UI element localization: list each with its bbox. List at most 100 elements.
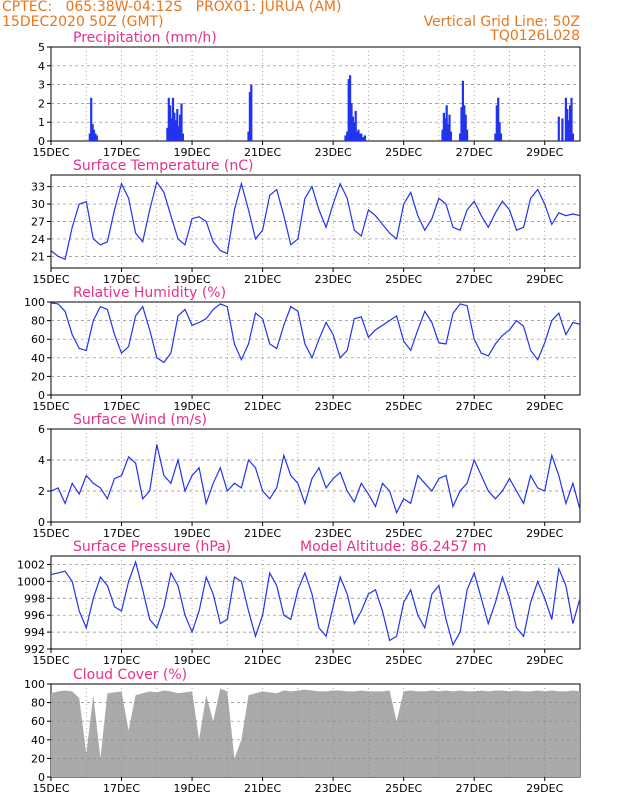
surface-pressure-xtick-label: 25DEC: [385, 654, 422, 667]
surface-wind-xtick-label: 23DEC: [315, 527, 352, 540]
precipitation-bar: [569, 105, 572, 141]
precipitation-bar: [445, 105, 448, 141]
surface-wind-frame: [50, 428, 581, 523]
surface-pressure-xtick-label: 15DEC: [32, 654, 69, 667]
relative-humidity-ytick-label: 100: [24, 296, 45, 309]
precipitation-bar: [362, 137, 365, 141]
cloud-cover-ytick-label: 80: [31, 697, 45, 710]
precipitation-title: Precipitation (mm/h): [73, 30, 217, 46]
cloud-cover-xtick-label: 25DEC: [385, 782, 422, 795]
surface-pressure-line: [50, 559, 581, 647]
surface-wind-xtick-label: 27DEC: [456, 527, 493, 540]
surface-wind-xtick-label: 25DEC: [385, 527, 422, 540]
precipitation-bar: [460, 107, 463, 141]
relative-humidity-xtick-label: 17DEC: [103, 400, 140, 413]
precipitation-bar: [179, 114, 182, 141]
relative-humidity-xtick-label: 19DEC: [174, 400, 211, 413]
cloud-cover-xtick-label: 23DEC: [315, 782, 352, 795]
header-date: 15DEC2020 50Z (GMT): [2, 14, 164, 30]
cloud-cover-ytick-label: 0: [38, 771, 45, 784]
cloud-cover-title: Cloud Cover (%): [73, 667, 187, 683]
relative-humidity-ytick-label: 20: [31, 370, 45, 383]
precipitation-bar: [90, 97, 93, 141]
precipitation-xtick-label: 21DEC: [244, 146, 281, 159]
precipitation-bar: [169, 105, 172, 141]
precipitation-bar: [463, 105, 466, 141]
precipitation-bar: [174, 120, 177, 141]
precipitation-bar: [494, 133, 497, 141]
surface-pressure-xtick-label: 29DEC: [526, 654, 563, 667]
precipitation-bar: [353, 122, 356, 141]
precipitation-bar: [346, 131, 349, 141]
precipitation-ytick-label: 1: [38, 116, 45, 129]
precipitation-bar: [91, 124, 94, 141]
surface-wind-title: Surface Wind (m/s): [73, 412, 207, 428]
surface-wind-panel: 0 2 4 6 15DEC 17DEC 19DEC 21DEC 23DEC 25DEC 27DEC 2…: [32, 412, 581, 540]
precipitation-bar: [464, 114, 467, 141]
precipitation-bar: [461, 80, 464, 141]
precipitation-bar: [347, 79, 350, 141]
relative-humidity-title: Relative Humidity (%): [73, 285, 226, 301]
precipitation-bar: [94, 133, 97, 141]
cloud-cover-xtick-label: 21DEC: [244, 782, 281, 795]
precipitation-bar: [358, 133, 361, 141]
precipitation-bar: [247, 131, 250, 141]
relative-humidity-ytick-label: 40: [31, 352, 45, 365]
precipitation-bar: [180, 103, 183, 141]
surface-temperature-xtick-label: 29DEC: [526, 273, 563, 286]
precipitation-bar: [171, 97, 175, 141]
precipitation-bar: [561, 118, 564, 141]
precipitation-panel: 0 1 2 3 4 5 15DEC 17DEC 19DEC 21DEC 23DEC 25DEC 27DE…: [32, 30, 581, 159]
precipitation-bar: [354, 110, 357, 141]
surface-pressure-xtick-label: 21DEC: [244, 654, 281, 667]
surface-pressure-xtick-label: 27DEC: [456, 654, 493, 667]
precipitation-bar: [566, 109, 569, 141]
precipitation-bar: [498, 122, 501, 141]
precipitation-bar: [447, 124, 450, 141]
surface-temperature-xtick-label: 27DEC: [456, 273, 493, 286]
precipitation-bar: [497, 97, 500, 141]
precipitation-xtick-label: 27DEC: [456, 146, 493, 159]
surface-wind-xtick-label: 29DEC: [526, 527, 563, 540]
precipitation-bar: [349, 75, 352, 141]
precipitation-ytick-label: 2: [38, 97, 45, 110]
precipitation-bar: [167, 97, 170, 141]
precipitation-bar: [95, 135, 98, 141]
surface-pressure-ytick-label: 998: [24, 592, 45, 605]
cloud-cover-ytick-label: 100: [24, 678, 45, 691]
header-run-id: TQ0126L028: [490, 28, 580, 44]
surface-temperature-ytick-label: 24: [31, 233, 45, 246]
surface-pressure-panel: 992 994 996 998 1000 1002 15DEC 17DEC 19DEC 21DEC…: [17, 539, 581, 667]
precipitation-bar: [166, 127, 169, 141]
surface-wind-ytick-label: 2: [38, 485, 45, 498]
surface-pressure-frame: [50, 555, 581, 650]
surface-temperature-ytick-label: 33: [31, 181, 45, 194]
relative-humidity-ytick-label: 80: [31, 315, 45, 328]
precipitation-bar: [557, 116, 560, 141]
cloud-cover-ytick-label: 60: [31, 715, 45, 728]
relative-humidity-line: [50, 302, 581, 364]
surface-pressure-ytick-label: 992: [24, 643, 45, 656]
precipitation-bar: [250, 84, 253, 141]
precipitation-bar: [495, 105, 498, 141]
surface-wind-xtick-label: 15DEC: [32, 527, 69, 540]
cloud-cover-panel: 0 20 40 60 80 100 15DEC 17DEC 19DEC 21DEC 23DEC 25D…: [24, 667, 581, 795]
precipitation-bar: [499, 133, 503, 141]
precipitation-xtick-label: 23DEC: [315, 146, 352, 159]
relative-humidity-xtick-label: 15DEC: [32, 400, 69, 413]
precipitation-bar: [564, 97, 567, 141]
cloud-cover-xtick-label: 15DEC: [32, 782, 69, 795]
precipitation-bar: [466, 129, 469, 141]
precipitation-xtick-label: 25DEC: [385, 146, 422, 159]
precipitation-bar: [441, 129, 444, 141]
precipitation-bar: [571, 133, 574, 141]
surface-temperature-xtick-label: 15DEC: [32, 273, 69, 286]
precipitation-bar: [173, 112, 176, 141]
surface-wind-ytick-label: 0: [38, 516, 45, 529]
surface-pressure-ytick-label: 994: [24, 626, 45, 639]
surface-temperature-ytick-label: 30: [31, 198, 45, 211]
surface-temperature-panel: 21 24 27 30 33 15DEC 17DEC 19DEC 21DEC 23DEC 25DEC…: [31, 158, 581, 286]
cloud-cover-xtick-label: 19DEC: [174, 782, 211, 795]
relative-humidity-ytick-label: 0: [38, 389, 45, 402]
